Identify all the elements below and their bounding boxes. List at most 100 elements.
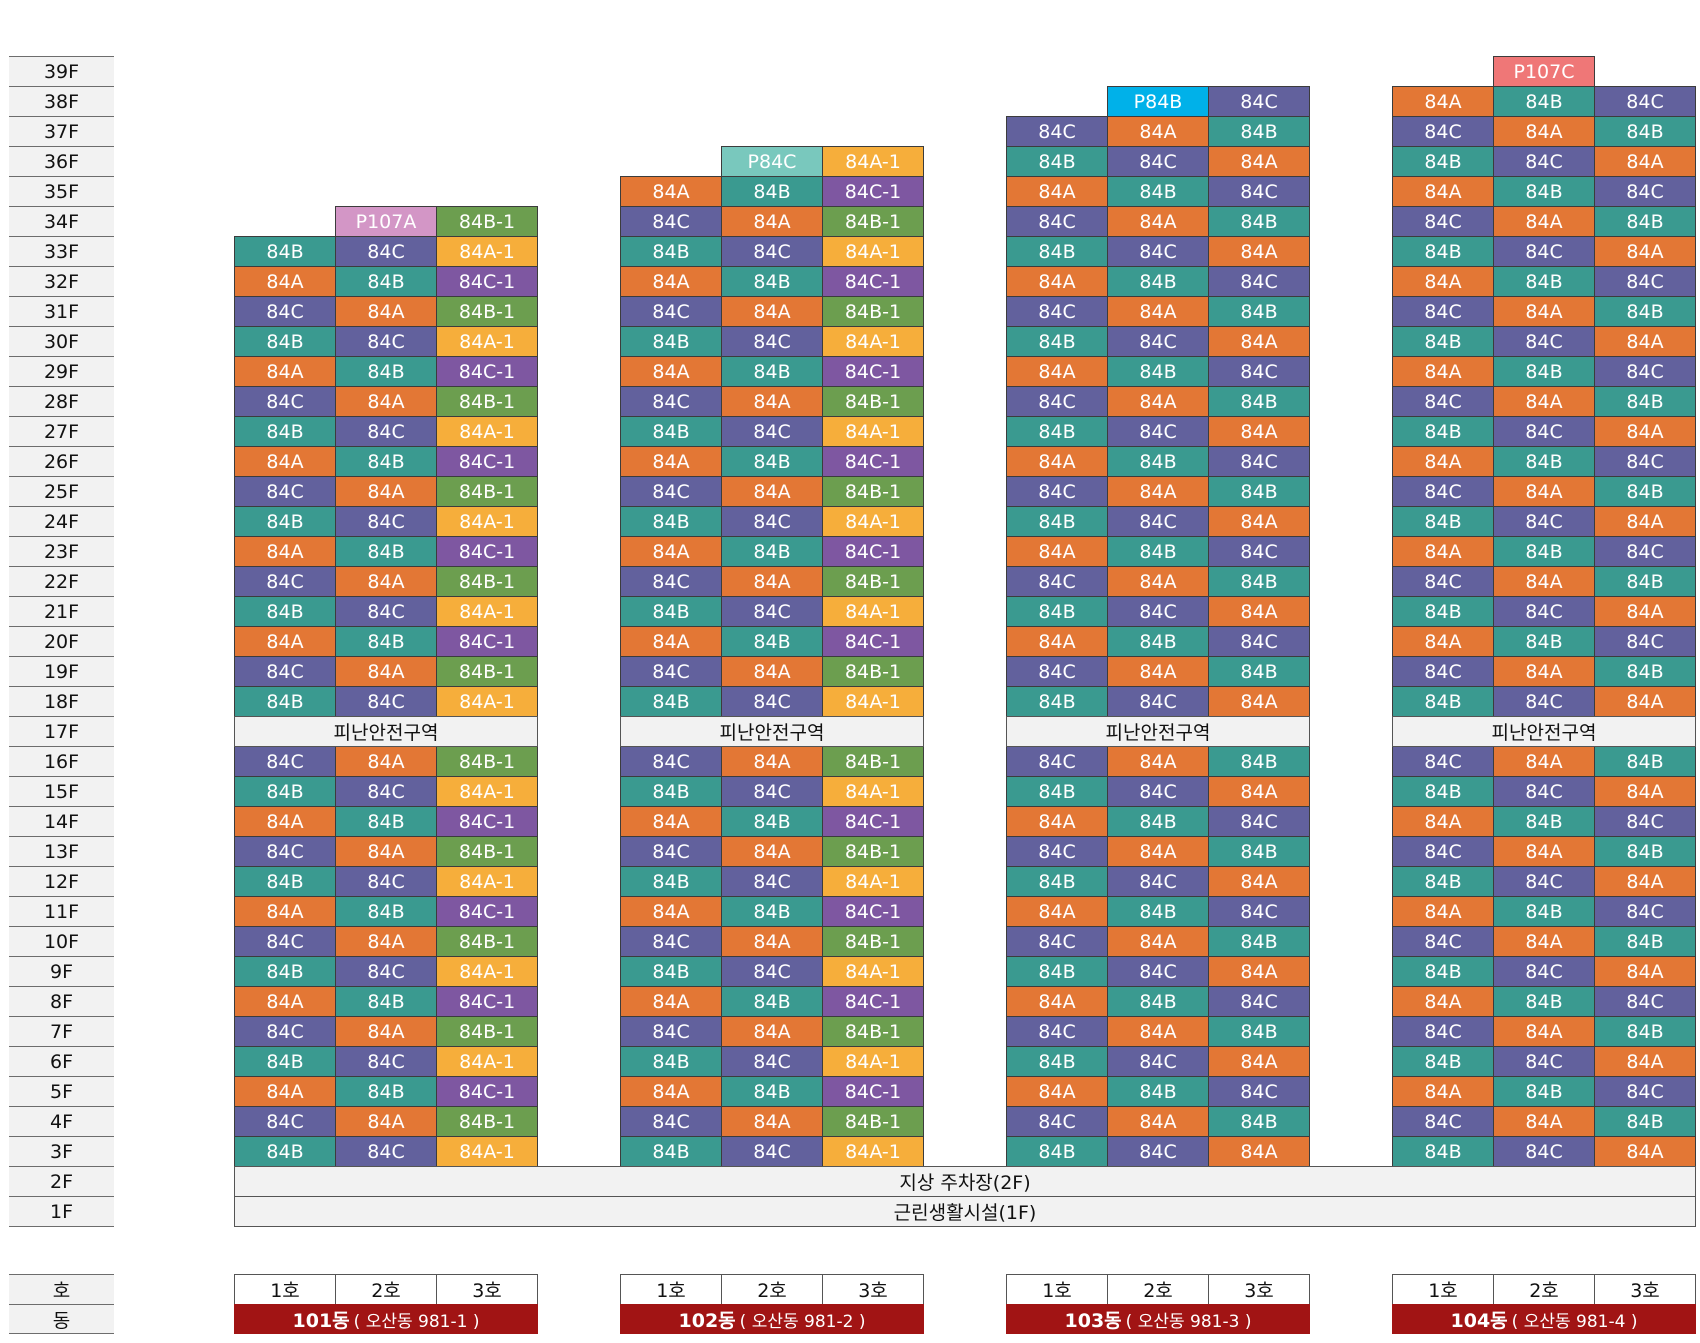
ho-key-label: 호 <box>9 1274 114 1304</box>
unit-cell: 84C <box>1392 656 1494 687</box>
floor-label: 37F <box>9 116 114 146</box>
floor-label: 14F <box>9 806 114 836</box>
unit-cell: 84B <box>721 176 823 207</box>
unit-cell: 84A <box>1208 146 1310 177</box>
unit-cell: 84B <box>335 806 437 837</box>
unit-cell: 84C <box>1493 866 1595 897</box>
unit-cell: 84A <box>1208 1136 1310 1167</box>
unit-cell: 84A <box>1107 206 1209 237</box>
unit-cell: 84B-1 <box>822 476 924 507</box>
unit-cell: 84C-1 <box>436 446 538 477</box>
unit-cell: 84B <box>1006 236 1108 267</box>
floor-label: 13F <box>9 836 114 866</box>
unit-cell: 84C <box>1493 506 1595 537</box>
unit-cell: 84C <box>1107 416 1209 447</box>
unit-cell: 84C <box>1208 536 1310 567</box>
ho-label: 2호 <box>1493 1274 1595 1305</box>
unit-cell: 84A <box>1392 536 1494 567</box>
unit-cell: 84B <box>1208 206 1310 237</box>
unit-cell: 84B <box>1392 146 1494 177</box>
unit-cell: 84B <box>1493 896 1595 927</box>
unit-cell: 84B-1 <box>822 566 924 597</box>
dong-number: 104동 <box>1450 1309 1508 1332</box>
unit-cell: 84A-1 <box>822 1136 924 1167</box>
unit-cell: 84C <box>1107 236 1209 267</box>
unit-cell: 84A <box>1208 956 1310 987</box>
unit-cell: 84B <box>620 956 722 987</box>
ho-label: 2호 <box>721 1274 823 1305</box>
unit-cell: 84B <box>1107 986 1209 1017</box>
unit-cell: 84A <box>335 476 437 507</box>
unit-cell: 84A <box>335 836 437 867</box>
unit-cell: 84A <box>1107 296 1209 327</box>
floor-label: 6F <box>9 1046 114 1076</box>
unit-cell: 84A <box>1392 626 1494 657</box>
unit-cell: 84B <box>335 536 437 567</box>
refuge-area-band: 피난안전구역 <box>234 716 538 747</box>
unit-cell: 84C <box>1594 986 1696 1017</box>
unit-cell: 84A-1 <box>436 596 538 627</box>
dong-address: ( 오산동 981-1 ) <box>353 1311 480 1332</box>
unit-cell: 84C <box>1107 326 1209 357</box>
unit-cell: 84A <box>1006 896 1108 927</box>
unit-cell: 84C <box>1208 266 1310 297</box>
floor-label: 5F <box>9 1076 114 1106</box>
floor-label: 10F <box>9 926 114 956</box>
unit-cell: 84C <box>620 1016 722 1047</box>
unit-cell: 84A <box>1594 686 1696 717</box>
unit-cell: 84B <box>1006 326 1108 357</box>
unit-cell: 84A <box>1594 146 1696 177</box>
unit-cell: 84A <box>1208 866 1310 897</box>
unit-cell: 84C <box>620 746 722 777</box>
unit-cell: 84A <box>234 986 336 1017</box>
unit-cell: 84C <box>1208 356 1310 387</box>
unit-cell: 84A <box>1594 956 1696 987</box>
unit-cell: 84C <box>335 596 437 627</box>
unit-cell: 84A <box>620 626 722 657</box>
unit-cell: 84A <box>721 206 823 237</box>
unit-cell: P84B <box>1107 86 1209 117</box>
unit-cell: 84A <box>1208 596 1310 627</box>
unit-cell: 84C <box>335 506 437 537</box>
ho-label: 1호 <box>234 1274 336 1305</box>
unit-cell: 84B-1 <box>822 746 924 777</box>
unit-cell: 84B <box>1392 686 1494 717</box>
floor-label: 26F <box>9 446 114 476</box>
unit-cell: 84C <box>620 386 722 417</box>
unit-cell: 84B <box>1594 566 1696 597</box>
unit-cell: 84B <box>721 356 823 387</box>
floor-label: 1F <box>9 1196 114 1226</box>
unit-cell: 84B-1 <box>436 1016 538 1047</box>
unit-cell: 84C <box>1493 686 1595 717</box>
unit-cell: 84B <box>1594 1106 1696 1137</box>
unit-cell: 84A <box>1493 386 1595 417</box>
unit-cell: 84A-1 <box>436 236 538 267</box>
unit-cell: 84B <box>721 626 823 657</box>
unit-cell: 84A <box>1392 446 1494 477</box>
unit-cell: 84C <box>1493 956 1595 987</box>
floor-label: 31F <box>9 296 114 326</box>
floor-label: 35F <box>9 176 114 206</box>
unit-cell: 84A <box>1392 356 1494 387</box>
unit-cell: 84B <box>1493 86 1595 117</box>
unit-cell: 84B <box>1594 476 1696 507</box>
unit-cell: 84A <box>721 926 823 957</box>
dong-label: 103동( 오산동 981-3 ) <box>1006 1304 1310 1334</box>
unit-cell: 84C <box>1006 296 1108 327</box>
unit-cell: 84B <box>721 446 823 477</box>
unit-cell: 84B <box>1594 656 1696 687</box>
unit-cell: 84B <box>1208 1106 1310 1137</box>
unit-cell: 84B <box>234 1046 336 1077</box>
unit-cell: 84A <box>620 986 722 1017</box>
unit-cell: 84A-1 <box>822 956 924 987</box>
unit-cell: 84A-1 <box>822 686 924 717</box>
unit-cell: 84A <box>234 806 336 837</box>
dong-label: 101동( 오산동 981-1 ) <box>234 1304 538 1334</box>
unit-cell: 84B <box>1493 1076 1595 1107</box>
unit-cell: 84A <box>1392 1076 1494 1107</box>
unit-cell: 84C <box>1006 836 1108 867</box>
unit-cell: 84C <box>721 776 823 807</box>
unit-cell: 84B <box>234 326 336 357</box>
unit-cell: 84A <box>1594 506 1696 537</box>
unit-cell: 84A <box>1107 476 1209 507</box>
